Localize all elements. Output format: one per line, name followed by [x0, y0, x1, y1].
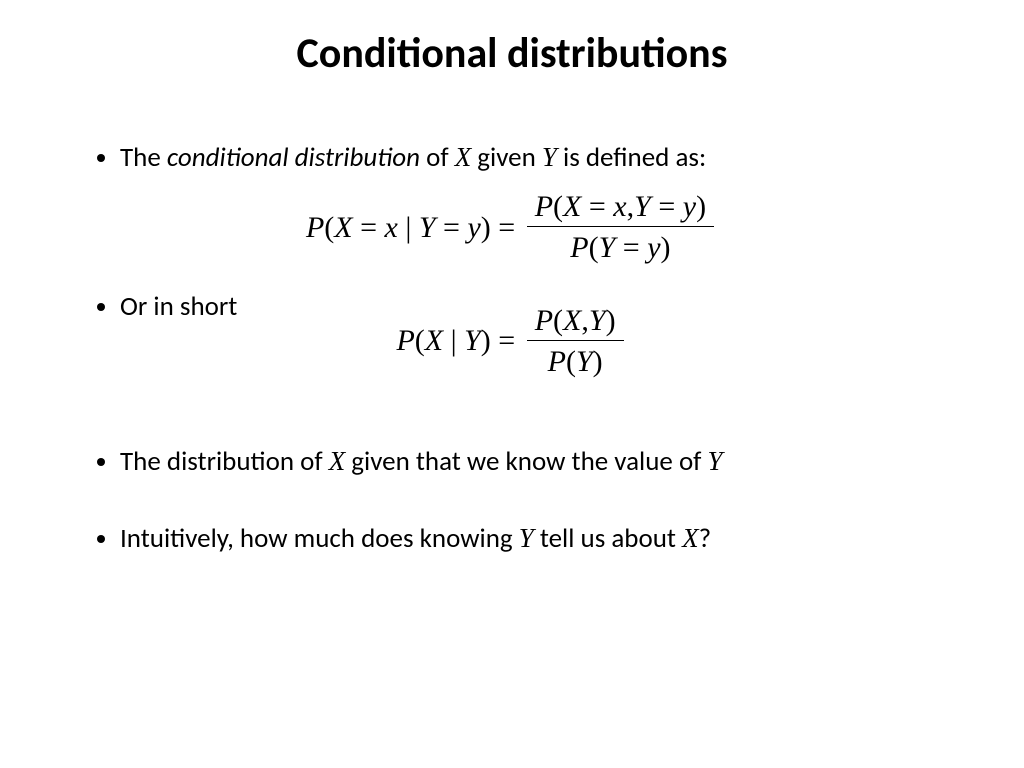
bullet-3: The distribution of X given that we know… — [120, 443, 944, 480]
bullet-3-var-y: Y — [708, 446, 723, 476]
bullet-1-mid: of — [420, 141, 455, 174]
bullet-4-mid: tell us about — [534, 522, 682, 555]
bullet-3-var-x: X — [329, 446, 346, 476]
formula-2-frac: P(X,Y) P(Y) — [527, 304, 624, 379]
bullet-4-suffix: ? — [699, 522, 712, 555]
bullet-1: The conditional distribution of X given … — [120, 139, 944, 176]
bullet-4: Intuitively, how much does knowing Y tel… — [120, 520, 944, 557]
formula-2-num: P(X,Y) — [527, 304, 624, 341]
bullet-1-var-y: Y — [542, 142, 557, 172]
formula-1: P(X = x | Y = y) = P(X = x,Y = y) P(Y = … — [80, 190, 944, 265]
bullet-list: The conditional distribution of X given … — [80, 139, 944, 176]
formula-1-lhs: P(X = x | Y = y) = — [306, 211, 515, 245]
formula-1-num: P(X = x,Y = y) — [527, 190, 714, 227]
bullet-1-var-x: X — [455, 142, 472, 172]
bullet-4-var-x: X — [682, 523, 699, 553]
bullet-2-text: Or in short — [120, 290, 237, 323]
formula-1-frac: P(X = x,Y = y) P(Y = y) — [527, 190, 714, 265]
bullet-4-var-y: Y — [519, 523, 534, 553]
bullet-1-prefix: The — [120, 141, 167, 174]
bullet-1-suffix: is defined as: — [557, 141, 706, 174]
slide-title: Conditional distributions — [80, 28, 944, 79]
formula-2-den: P(Y) — [527, 341, 624, 379]
bullet-list-3: The distribution of X given that we know… — [80, 443, 944, 558]
formula-1-den: P(Y = y) — [527, 227, 714, 265]
bullet-4-prefix: Intuitively, how much does knowing — [120, 522, 519, 555]
bullet-1-mid2: given — [471, 141, 542, 174]
formula-2-lhs: P(X | Y) = — [396, 324, 515, 358]
bullet-3-mid: given that we know the value of — [345, 445, 707, 478]
bullet-1-em: conditional distribution — [167, 141, 420, 174]
bullet-3-prefix: The distribution of — [120, 445, 329, 478]
slide: Conditional distributions The conditiona… — [0, 0, 1024, 768]
spacer — [80, 403, 944, 443]
